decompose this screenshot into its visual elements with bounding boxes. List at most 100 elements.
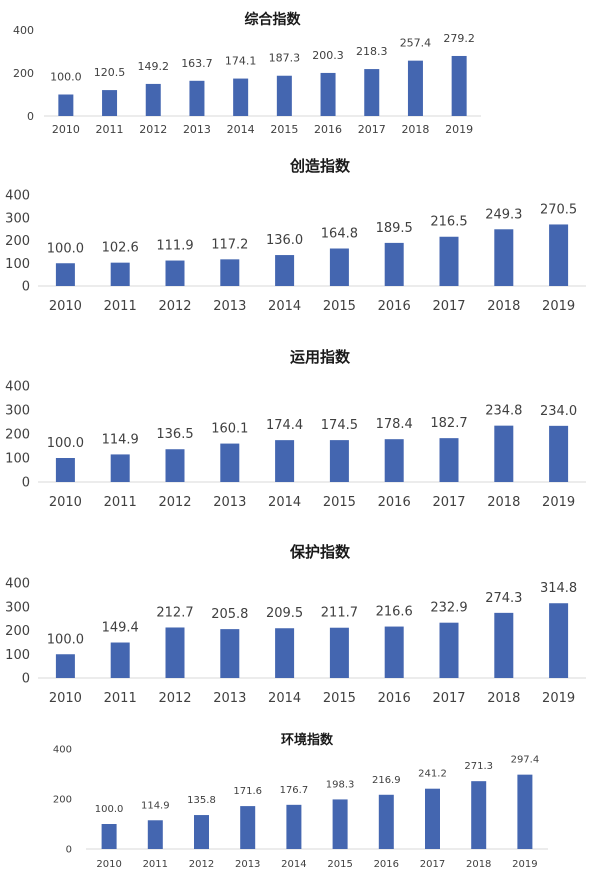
bar [320, 72, 336, 116]
bar [275, 440, 295, 482]
y-tick-label: 0 [22, 476, 30, 491]
chart-title: 保护指数 [289, 543, 351, 561]
y-tick-label: 300 [5, 211, 30, 226]
data-label: 314.8 [540, 581, 577, 596]
data-label: 100.0 [47, 436, 84, 451]
bar [55, 263, 75, 286]
data-label: 232.9 [430, 601, 467, 616]
x-tick-label: 2019 [542, 691, 575, 706]
data-label: 211.7 [321, 606, 358, 621]
y-tick-label: 100 [5, 257, 30, 272]
bar [384, 242, 404, 286]
bar [378, 794, 394, 849]
x-tick-label: 2013 [235, 859, 260, 870]
bar [101, 824, 117, 849]
x-tick-label: 2019 [512, 859, 537, 870]
bar [145, 83, 161, 116]
data-label: 149.2 [138, 60, 170, 73]
x-tick-label: 2018 [487, 495, 520, 510]
data-label: 120.5 [94, 66, 126, 79]
y-tick-label: 0 [27, 110, 34, 123]
x-tick-label: 2019 [542, 299, 575, 314]
y-tick-label: 200 [53, 795, 72, 806]
x-tick-label: 2011 [96, 123, 124, 136]
data-label: 117.2 [211, 237, 248, 252]
bar [329, 627, 349, 678]
x-tick-label: 2017 [358, 123, 386, 136]
data-label: 274.3 [485, 591, 522, 606]
x-tick-label: 2017 [432, 691, 465, 706]
composite-index-chart: 综合指数 0 200 400 100.0 2010 120.5 2011 149.2 2012 16… [13, 11, 481, 136]
data-label: 205.8 [211, 607, 248, 622]
bar [55, 654, 75, 678]
x-tick-label: 2016 [378, 495, 411, 510]
x-tick-label: 2017 [432, 299, 465, 314]
data-label: 271.3 [464, 761, 493, 772]
bar [407, 60, 423, 116]
chart-title: 综合指数 [245, 11, 302, 28]
data-label: 216.6 [376, 605, 413, 620]
x-tick-label: 2018 [401, 123, 429, 136]
data-label: 163.7 [181, 57, 213, 70]
bar [240, 806, 256, 849]
y-tick-label: 100 [5, 648, 30, 663]
x-tick-label: 2013 [213, 691, 246, 706]
x-tick-label: 2015 [323, 495, 356, 510]
x-tick-label: 2010 [52, 123, 80, 136]
data-label: 100.0 [95, 804, 124, 815]
bar [165, 449, 185, 482]
y-tick-label: 400 [13, 24, 34, 37]
bar [471, 781, 487, 849]
x-tick-label: 2011 [104, 691, 137, 706]
x-tick-label: 2016 [374, 859, 399, 870]
x-tick-label: 2011 [104, 299, 137, 314]
bar [329, 248, 349, 286]
data-label: 270.5 [540, 202, 577, 217]
y-tick-label: 300 [5, 404, 30, 419]
data-label: 114.9 [141, 800, 170, 811]
data-label: 234.8 [485, 404, 522, 419]
y-tick-label: 200 [5, 624, 30, 639]
x-tick-label: 2013 [213, 495, 246, 510]
data-label: 209.5 [266, 606, 303, 621]
x-tick-label: 2014 [268, 495, 301, 510]
data-label: 100.0 [50, 71, 82, 84]
x-tick-label: 2015 [323, 299, 356, 314]
bar [275, 628, 295, 678]
bar [494, 612, 514, 678]
x-tick-label: 2013 [183, 123, 211, 136]
bar [332, 799, 348, 849]
bar [425, 788, 440, 849]
data-label: 135.8 [187, 795, 216, 806]
y-tick-label: 400 [5, 380, 30, 395]
x-tick-label: 2010 [49, 691, 82, 706]
data-label: 174.4 [266, 418, 303, 433]
data-label: 279.2 [443, 32, 475, 45]
x-tick-label: 2017 [420, 859, 445, 870]
bar [384, 439, 404, 482]
data-label: 187.3 [269, 52, 301, 65]
data-label: 216.9 [372, 775, 401, 786]
bar [439, 236, 459, 286]
data-label: 176.7 [280, 785, 309, 796]
data-label: 136.5 [156, 427, 193, 442]
bar [364, 69, 380, 116]
x-tick-label: 2014 [227, 123, 255, 136]
bar [147, 820, 163, 849]
bar [517, 774, 533, 849]
x-tick-label: 2015 [270, 123, 298, 136]
x-tick-label: 2015 [323, 691, 356, 706]
bar [110, 642, 130, 678]
bar [233, 78, 249, 116]
x-tick-label: 2010 [49, 495, 82, 510]
data-label: 102.6 [102, 241, 139, 256]
bar [110, 454, 130, 482]
data-label: 100.0 [47, 632, 84, 647]
x-tick-label: 2012 [158, 299, 191, 314]
data-label: 160.1 [211, 422, 248, 437]
bar [58, 94, 74, 116]
data-label: 212.7 [156, 605, 193, 620]
data-label: 200.3 [312, 49, 344, 62]
data-label: 149.4 [102, 621, 139, 636]
y-tick-label: 400 [53, 745, 72, 756]
